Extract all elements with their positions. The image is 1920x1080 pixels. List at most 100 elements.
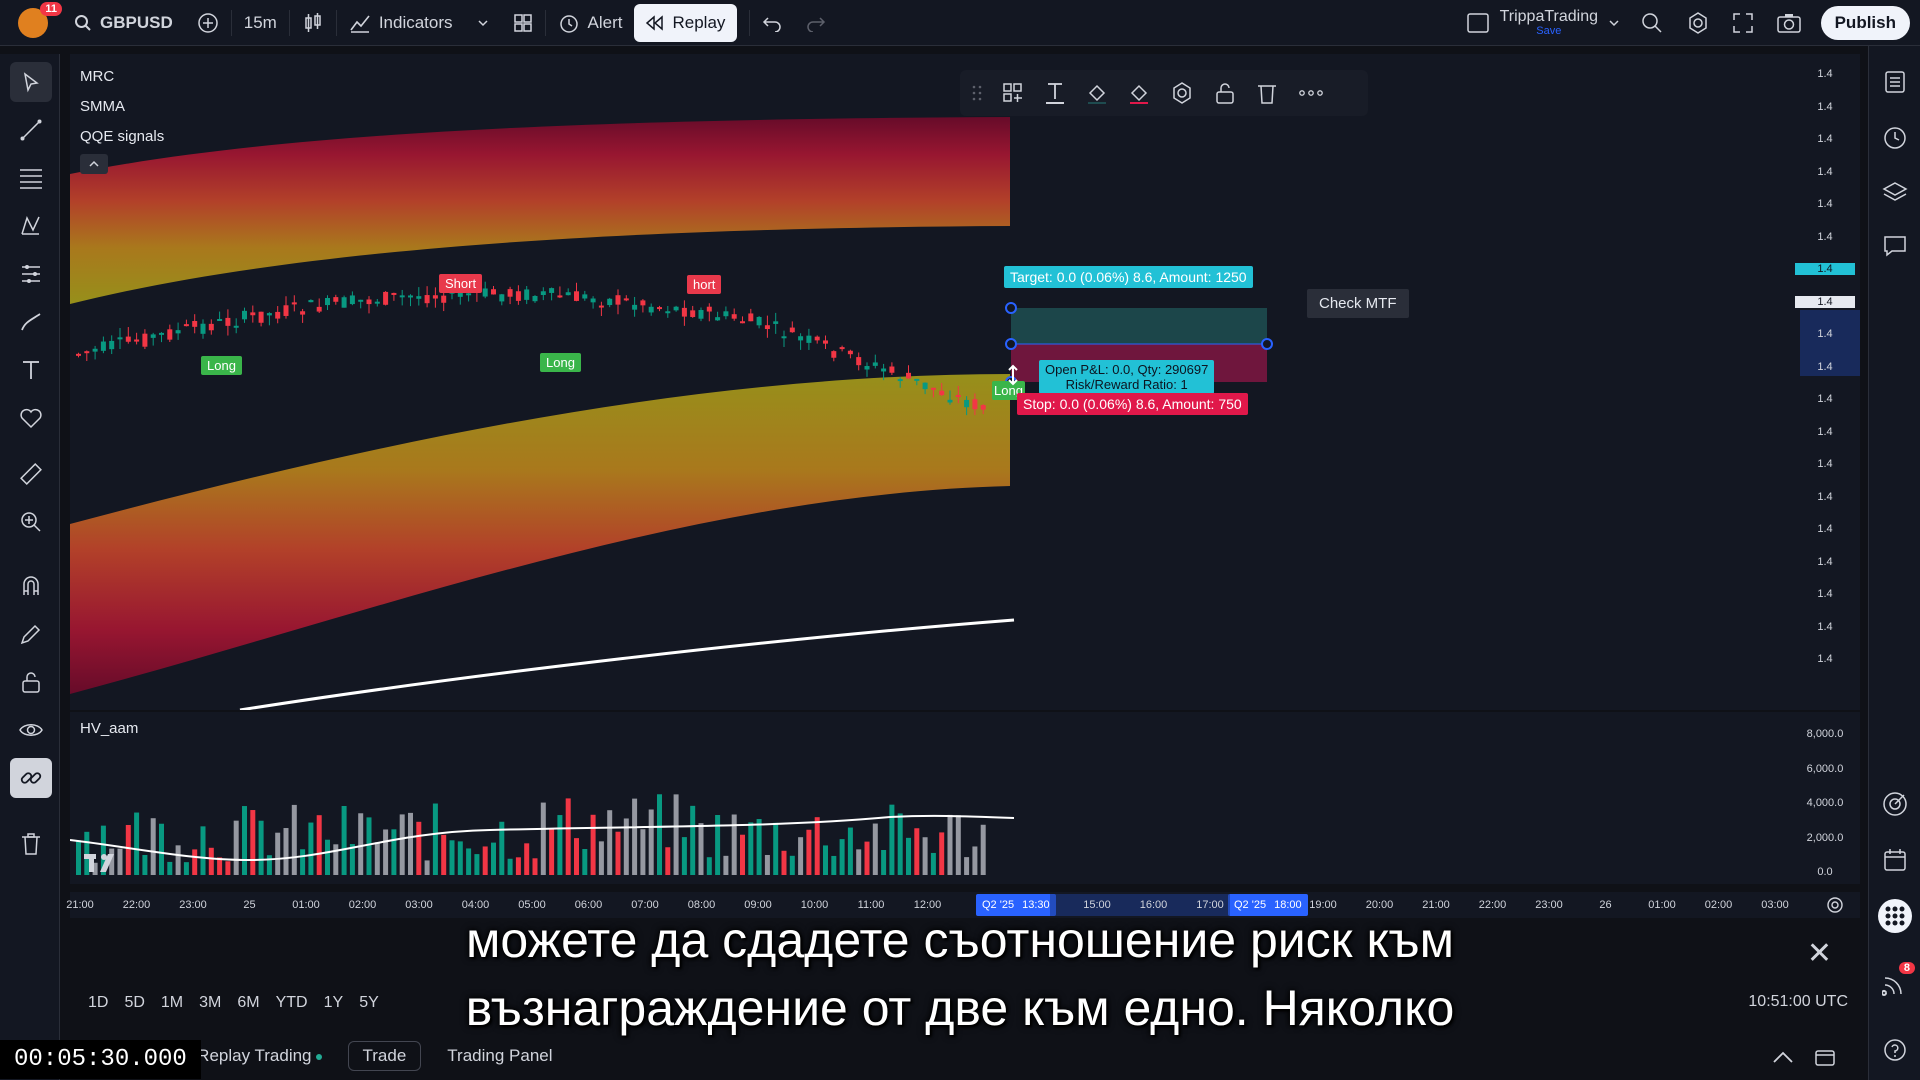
time-axis[interactable]: Q2 '25 13:30 Q2 '25 18:00 21:00 22:00 23:00 2… bbox=[66, 892, 1860, 918]
interval-button[interactable]: 15m bbox=[232, 0, 289, 46]
volume-bar bbox=[540, 802, 546, 875]
candle-body bbox=[930, 387, 936, 390]
volume-bar bbox=[316, 815, 322, 875]
fib-tool[interactable] bbox=[10, 158, 52, 198]
price-axis[interactable]: 1.4 1.4 1.4 1.4 1.4 1.4 1.4 1.4 1.4 1.4 1.4 1.4 1.4 1… bbox=[1795, 54, 1860, 710]
range-1y[interactable]: 1Y bbox=[323, 994, 344, 1011]
maximize-panel-icon[interactable] bbox=[1814, 1047, 1836, 1067]
volume-bar bbox=[889, 804, 895, 875]
measure-tool[interactable] bbox=[10, 454, 52, 494]
indicators-button[interactable]: Indicators bbox=[337, 0, 465, 46]
unlock-icon[interactable] bbox=[1214, 81, 1236, 105]
camera-icon[interactable] bbox=[1776, 12, 1802, 34]
watchlist-button[interactable] bbox=[1875, 62, 1915, 102]
pattern-tool[interactable] bbox=[10, 206, 52, 246]
width-handle[interactable] bbox=[1261, 338, 1273, 350]
symbol-search[interactable]: GBPUSD bbox=[62, 0, 185, 46]
volume-bar bbox=[183, 862, 189, 875]
range-6m[interactable]: 6M bbox=[237, 994, 260, 1011]
tab-trade[interactable]: Trade bbox=[347, 1041, 422, 1071]
lock-drawings-tool[interactable] bbox=[10, 662, 52, 702]
more-icon[interactable] bbox=[1298, 89, 1324, 97]
fullscreen-icon[interactable] bbox=[1732, 12, 1754, 34]
trash-icon[interactable] bbox=[1256, 81, 1278, 105]
close-icon[interactable]: ✕ bbox=[1806, 937, 1832, 970]
alert-button[interactable]: Alert bbox=[546, 0, 635, 46]
text-color-icon[interactable] bbox=[1044, 81, 1066, 105]
settings-icon[interactable] bbox=[1686, 11, 1710, 35]
chart-type-button[interactable] bbox=[290, 0, 336, 46]
app-logo[interactable]: 11 bbox=[18, 1, 62, 38]
range-1m[interactable]: 1M bbox=[160, 994, 184, 1011]
save-status[interactable]: Save bbox=[1536, 24, 1562, 37]
remove-drawings-tool[interactable] bbox=[10, 824, 52, 864]
chats-button[interactable] bbox=[1875, 226, 1915, 266]
legend-item-mrc[interactable]: MRC bbox=[80, 68, 115, 85]
cursor-icon bbox=[23, 72, 39, 93]
range-5d[interactable]: 5D bbox=[124, 994, 145, 1011]
stop-fill-color-icon[interactable] bbox=[1128, 81, 1150, 105]
legend-item-smma[interactable]: SMMA bbox=[80, 98, 125, 115]
clock-icon bbox=[1884, 127, 1906, 149]
drag-handle-icon[interactable] bbox=[972, 84, 982, 102]
signal-feed-button[interactable]: 8 bbox=[1875, 962, 1915, 1004]
brush-tool[interactable] bbox=[10, 302, 52, 342]
help-button[interactable] bbox=[1875, 1030, 1915, 1070]
chevron-up-icon[interactable] bbox=[1772, 1050, 1794, 1064]
fill-color-icon[interactable] bbox=[1086, 81, 1108, 105]
replay-button[interactable]: Replay bbox=[634, 3, 738, 42]
resize-cursor-icon bbox=[1008, 364, 1018, 386]
layouts-button[interactable] bbox=[501, 0, 545, 46]
favorites-tool[interactable] bbox=[10, 398, 52, 438]
stay-drawing-tool[interactable] bbox=[10, 614, 52, 654]
volume-axis[interactable]: 8,000.0 6,000.0 4,000.0 2,000.0 0.0 bbox=[1795, 712, 1860, 884]
axis-settings-icon[interactable] bbox=[1826, 896, 1844, 914]
legend-item-qqe[interactable]: QQE signals bbox=[80, 128, 165, 145]
redo-button[interactable] bbox=[794, 0, 838, 46]
entry-handle[interactable] bbox=[1005, 338, 1017, 350]
text-tool[interactable] bbox=[10, 350, 52, 390]
utc-clock[interactable]: 10:51:00 UTC bbox=[1748, 993, 1848, 1010]
indicators-icon bbox=[350, 15, 370, 33]
magnet-tool[interactable] bbox=[10, 566, 52, 606]
candle-body bbox=[258, 311, 264, 323]
zoom-tool[interactable] bbox=[10, 502, 52, 542]
hotlist-button[interactable] bbox=[1875, 784, 1915, 824]
object-tree-button[interactable] bbox=[1875, 172, 1915, 212]
indicators-dropdown[interactable] bbox=[465, 0, 501, 46]
products-button[interactable] bbox=[1875, 896, 1915, 936]
target-handle[interactable] bbox=[1005, 302, 1017, 314]
settings-icon[interactable] bbox=[1170, 81, 1194, 105]
stop-label[interactable]: Stop: 0.0 (0.06%) 8.6, Amount: 750 bbox=[1017, 393, 1248, 415]
candle-body bbox=[607, 298, 613, 306]
hide-drawings-tool[interactable] bbox=[10, 710, 52, 750]
template-icon[interactable] bbox=[1002, 82, 1024, 104]
profile-menu[interactable]: TrippaTrading Save bbox=[1466, 0, 1620, 46]
pnl-label[interactable]: Open P&L: 0.0, Qty: 290697 Risk/Reward R… bbox=[1039, 360, 1215, 394]
price-chart-canvas[interactable] bbox=[70, 54, 1860, 710]
volume-bar bbox=[466, 848, 472, 875]
legend-collapse-button[interactable] bbox=[80, 154, 108, 174]
range-1d[interactable]: 1D bbox=[88, 994, 109, 1011]
compare-symbol-button[interactable] bbox=[185, 0, 231, 46]
check-mtf-button[interactable]: Check MTF bbox=[1307, 289, 1409, 318]
range-ytd[interactable]: YTD bbox=[275, 994, 308, 1011]
tab-trading-panel[interactable]: Trading Panel bbox=[447, 1046, 553, 1065]
sync-drawings-tool[interactable] bbox=[10, 758, 52, 798]
publish-button[interactable]: Publish bbox=[1820, 6, 1910, 40]
main-chart-pane[interactable]: MRC SMMA QQE signals Long Short Long hor… bbox=[70, 54, 1860, 710]
volume-pane[interactable]: HV_aam bbox=[70, 712, 1860, 884]
forecast-tool[interactable] bbox=[10, 254, 52, 294]
volume-title[interactable]: HV_aam bbox=[80, 720, 139, 737]
tab-replay-trading[interactable]: Replay Trading bbox=[197, 1046, 322, 1066]
cursor-tool[interactable] bbox=[10, 62, 52, 102]
range-5y[interactable]: 5Y bbox=[359, 994, 379, 1011]
range-3m[interactable]: 3M bbox=[199, 994, 222, 1011]
quick-search-icon[interactable] bbox=[1640, 11, 1664, 35]
trend-line-tool[interactable] bbox=[10, 110, 52, 150]
alerts-panel-button[interactable] bbox=[1875, 118, 1915, 158]
undo-button[interactable] bbox=[750, 0, 794, 46]
time-tick: 16:00 bbox=[1139, 899, 1168, 911]
calendar-button[interactable] bbox=[1875, 840, 1915, 880]
target-label[interactable]: Target: 0.0 (0.06%) 8.6, Amount: 1250 bbox=[1004, 266, 1253, 288]
